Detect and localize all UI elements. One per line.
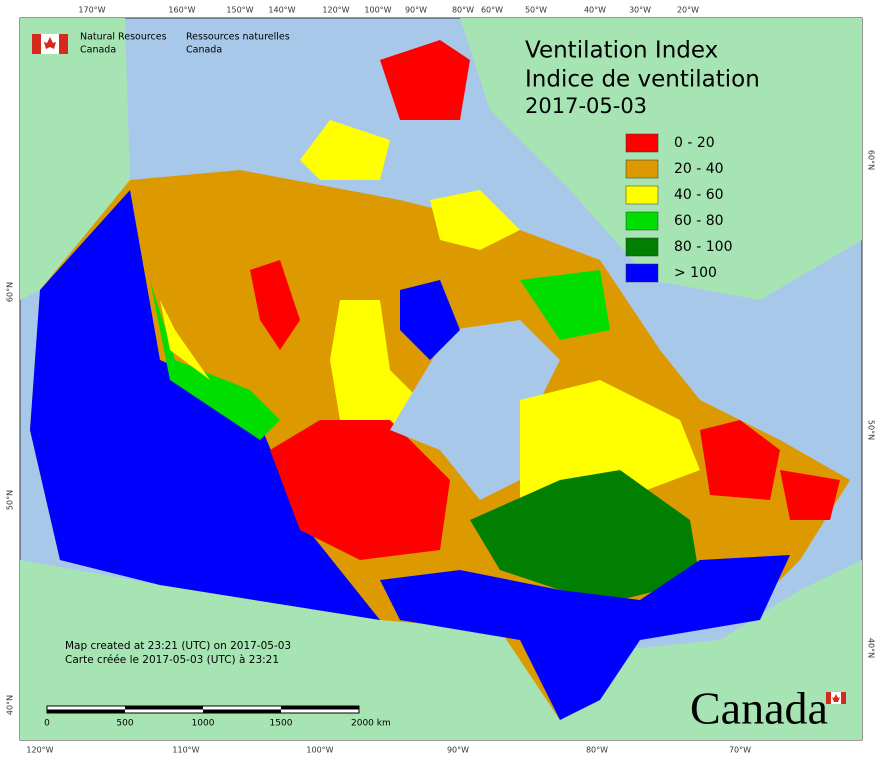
top-tick-label: 60°W: [481, 6, 503, 15]
legend-swatch: [625, 211, 659, 231]
top-tick-label: 120°W: [322, 6, 349, 15]
top-tick-label: 160°W: [168, 6, 195, 15]
bottom-tick-label: 70°W: [729, 746, 751, 755]
top-tick-label: 90°W: [405, 6, 427, 15]
top-tick-label: 140°W: [268, 6, 295, 15]
legend: 0 - 20 20 - 40 40 - 60 60 - 80 80 - 100 > 100: [625, 133, 733, 283]
scale-bar: 0 500 1000 1500 2000 km: [44, 705, 391, 729]
legend-swatch: [625, 133, 659, 153]
legend-swatch: [625, 263, 659, 283]
top-tick-label: 50°W: [525, 6, 547, 15]
top-tick-label: 30°W: [629, 6, 651, 15]
title-fr: Indice de ventilation: [525, 67, 760, 93]
scale-label: 2000 km: [351, 719, 391, 729]
scale-label: 500: [116, 719, 133, 729]
bottom-tick-label: 110°W: [172, 746, 199, 755]
bottom-tick-label: 100°W: [306, 746, 333, 755]
created-note: Map created at 23:21 (UTC) on 2017-05-03: [65, 640, 291, 652]
left-tick-label: 40°N: [6, 695, 15, 715]
bottom-tick-label: 90°W: [447, 746, 469, 755]
agency-en: Canada: [80, 45, 116, 56]
bottom-tick-label: 80°W: [586, 746, 608, 755]
legend-swatch: [625, 185, 659, 205]
agency-fr: Canada: [186, 45, 222, 56]
legend-label: 40 - 60: [674, 187, 724, 203]
left-tick-label: 50°N: [6, 490, 15, 510]
scale-label: 1500: [270, 719, 293, 729]
map-layers: [20, 18, 862, 740]
top-tick-label: 100°W: [364, 6, 391, 15]
right-tick-label: 60°N: [867, 150, 876, 170]
right-tick-label: 40°N: [867, 638, 876, 658]
top-tick-label: 40°W: [584, 6, 606, 15]
legend-swatch: [625, 159, 659, 179]
created-note-fr: Carte créée le 2017-05-03 (UTC) à 23:21: [65, 654, 279, 666]
graticule-labels: 170°W 160°W 150°W 140°W 120°W 100°W 90°W 80°W 60…: [6, 6, 876, 755]
canada-wordmark: Canada: [690, 683, 828, 734]
title: Ventilation Index: [525, 38, 718, 64]
right-tick-label: 50°N: [867, 420, 876, 440]
top-tick-label: 20°W: [677, 6, 699, 15]
legend-swatch: [625, 237, 659, 257]
agency-en: Natural Resources: [80, 32, 167, 43]
top-tick-label: 170°W: [78, 6, 105, 15]
scale-label: 0: [44, 719, 50, 729]
top-tick-label: 80°W: [452, 6, 474, 15]
legend-label: 20 - 40: [674, 161, 724, 177]
agency-logo: Natural Resources Canada Ressources natu…: [32, 32, 290, 56]
top-tick-label: 150°W: [226, 6, 253, 15]
map-date: 2017-05-03: [525, 94, 647, 118]
legend-label: 0 - 20: [674, 135, 715, 151]
bottom-tick-label: 120°W: [26, 746, 53, 755]
agency-fr: Ressources naturelles: [186, 32, 290, 43]
legend-label: > 100: [674, 265, 717, 281]
wordmark-flag: [826, 692, 846, 704]
legend-label: 60 - 80: [674, 213, 724, 229]
scale-label: 1000: [192, 719, 215, 729]
legend-label: 80 - 100: [674, 239, 733, 255]
left-tick-label: 60°N: [6, 282, 15, 302]
